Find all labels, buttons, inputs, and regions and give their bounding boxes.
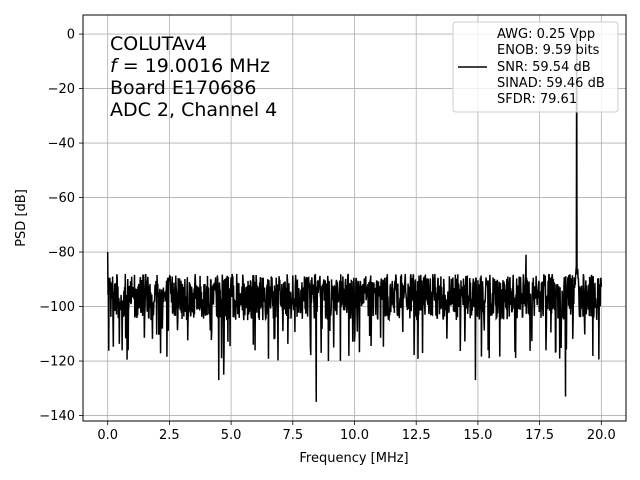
- grid: [83, 15, 626, 421]
- annotation-variable: f: [110, 55, 120, 77]
- legend: AWG: 0.25 Vpp ENOB: 9.59 bits SNR: 59.54…: [452, 21, 619, 113]
- x-tick-label: 7.5: [282, 428, 303, 443]
- y-tick-label: −80: [48, 246, 75, 261]
- annotation-line-1: COLUTAv4: [110, 33, 207, 55]
- x-tick-label: 5.0: [221, 428, 242, 443]
- y-tick-label: −40: [48, 137, 75, 152]
- y-tick-labels: 0 −20 −40 −60 −80 −100 −120 −140: [39, 28, 75, 424]
- legend-line-4: SINAD: 59.46 dB: [497, 76, 605, 91]
- x-tick-label: 15.0: [463, 428, 492, 443]
- axis-ticks: [79, 33, 602, 425]
- annotation-line-3: Board E170686: [110, 77, 256, 99]
- annotation-line-2: f = 19.0016 MHz: [110, 55, 270, 77]
- x-tick-label: 17.5: [525, 428, 554, 443]
- y-tick-label: −100: [39, 300, 75, 315]
- y-tick-label: −140: [39, 409, 75, 424]
- y-tick-label: −120: [39, 355, 75, 370]
- y-tick-label: −60: [48, 191, 75, 206]
- x-tick-label: 12.5: [402, 428, 431, 443]
- x-tick-label: 0.0: [97, 428, 118, 443]
- y-tick-label: −20: [48, 82, 75, 97]
- legend-line-2: ENOB: 9.59 bits: [497, 43, 600, 58]
- x-tick-label: 2.5: [159, 428, 180, 443]
- annotation-text: COLUTAv4 f = 19.0016 MHz Board E170686 A…: [110, 33, 277, 121]
- x-tick-label: 20.0: [587, 428, 616, 443]
- annotation-line-4: ADC 2, Channel 4: [110, 99, 277, 121]
- plot-frame: [82, 14, 627, 422]
- x-tick-label: 10.0: [340, 428, 369, 443]
- legend-line-3: SNR: 59.54 dB: [497, 60, 591, 75]
- y-axis-label: PSD [dB]: [14, 189, 29, 247]
- legend-line-1: AWG: 0.25 Vpp: [497, 27, 595, 42]
- x-tick-labels: 0.0 2.5 5.0 7.5 10.0 12.5 15.0 17.5 20.0: [97, 428, 615, 443]
- legend-box: [452, 21, 619, 113]
- x-axis-label: Frequency [MHz]: [299, 451, 408, 466]
- y-tick-label: 0: [67, 28, 75, 43]
- legend-line-5: SFDR: 79.61: [497, 92, 577, 107]
- psd-series-line: [106, 34, 603, 402]
- annotation-frequency: = 19.0016 MHz: [117, 55, 270, 77]
